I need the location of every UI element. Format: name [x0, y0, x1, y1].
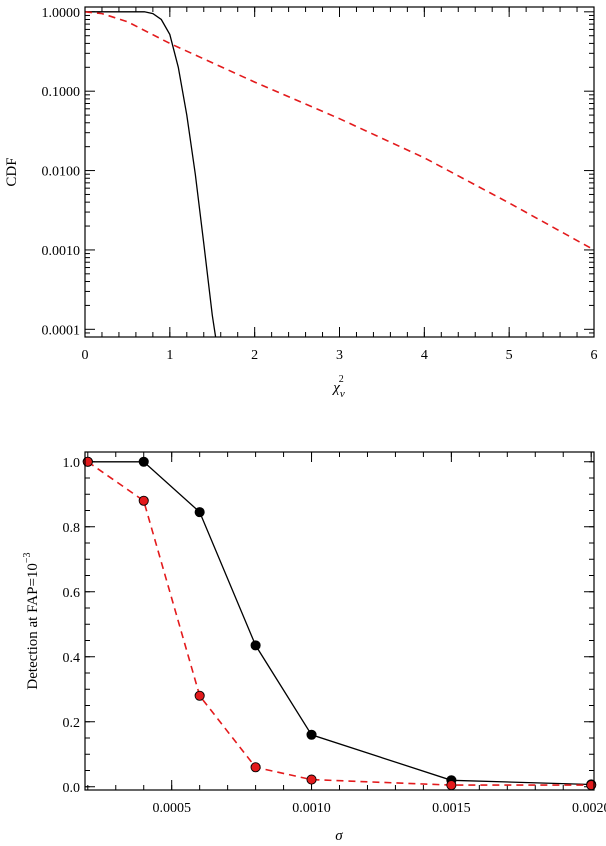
cdf-x-axis-label: χν 2	[331, 374, 345, 400]
detection-y-tick-label: 0.0	[63, 781, 81, 796]
detection-series-2-point	[306, 774, 317, 785]
detection-series-1-point	[306, 729, 317, 740]
cdf-x-tick-label: 4	[421, 348, 428, 363]
cdf-ticks: 0 1 2 3 4 5 6 0.0001 0.0010 0.0100 0.1000 1.0000	[42, 6, 598, 363]
detection-plot-frame	[84, 451, 595, 791]
detection-y-tick-label: 0.6	[63, 586, 81, 601]
cdf-y-tick-label: 0.0010	[42, 244, 81, 259]
cdf-x-tick-label: 3	[336, 348, 343, 363]
detection-series-1-point	[194, 507, 205, 518]
cdf-y-tick-label: 1.0000	[42, 6, 81, 21]
detection-y-tick-label: 1.0	[63, 456, 81, 471]
cdf-series-line-1	[85, 11, 217, 338]
detection-y-axis-label-sup: −3	[22, 552, 33, 563]
cdf-x-tick-label: 0	[82, 348, 89, 363]
detection-series-2-point	[250, 762, 261, 773]
detection-x-tick-label: 0.0005	[152, 801, 191, 816]
cdf-x-axis-label-main: χ	[331, 380, 340, 396]
detection-y-tick-label: 0.8	[63, 521, 81, 536]
detection-series	[82, 456, 597, 791]
detection-x-axis-label: σ	[335, 828, 343, 844]
cdf-x-tick-label: 2	[251, 348, 258, 363]
cdf-x-axis-label-sup: 2	[339, 374, 344, 385]
cdf-y-axis-label: CDF	[4, 157, 20, 186]
cdf-x-tick-label: 1	[166, 348, 173, 363]
cdf-x-tick-label: 6	[591, 348, 598, 363]
detection-series-1-point	[250, 640, 261, 651]
cdf-series	[84, 11, 595, 338]
detection-series-2-point	[138, 495, 149, 506]
detection-x-tick-label: 0.0010	[292, 801, 331, 816]
detection-series-line-1	[87, 461, 592, 786]
cdf-y-tick-label: 0.1000	[42, 85, 81, 100]
detection-y-tick-label: 0.2	[63, 716, 81, 731]
detection-y-axis-label-main: Detection at FAP=10	[25, 563, 41, 690]
detection-series-2-point	[194, 690, 205, 701]
cdf-plot-frame	[84, 6, 595, 338]
detection-x-tick-label: 0.0015	[432, 801, 471, 816]
detection-series-line-2	[87, 461, 592, 786]
cdf-series-line-2	[84, 11, 595, 251]
detection-y-tick-label: 0.4	[63, 651, 81, 666]
detection-series-2-point	[446, 780, 457, 791]
detection-series-1-point	[138, 456, 149, 467]
cdf-y-tick-label: 0.0100	[42, 165, 81, 180]
cdf-y-tick-label: 0.0001	[42, 323, 81, 338]
detection-y-axis-label: Detection at FAP=10−3	[22, 552, 41, 689]
cdf-chart: 0 1 2 3 4 5 6 0.0001 0.0010 0.0100 0.1000 1.0000 CD…	[4, 6, 598, 400]
cdf-x-axis-label-sub: ν	[340, 388, 345, 400]
cdf-x-tick-label: 5	[506, 348, 513, 363]
